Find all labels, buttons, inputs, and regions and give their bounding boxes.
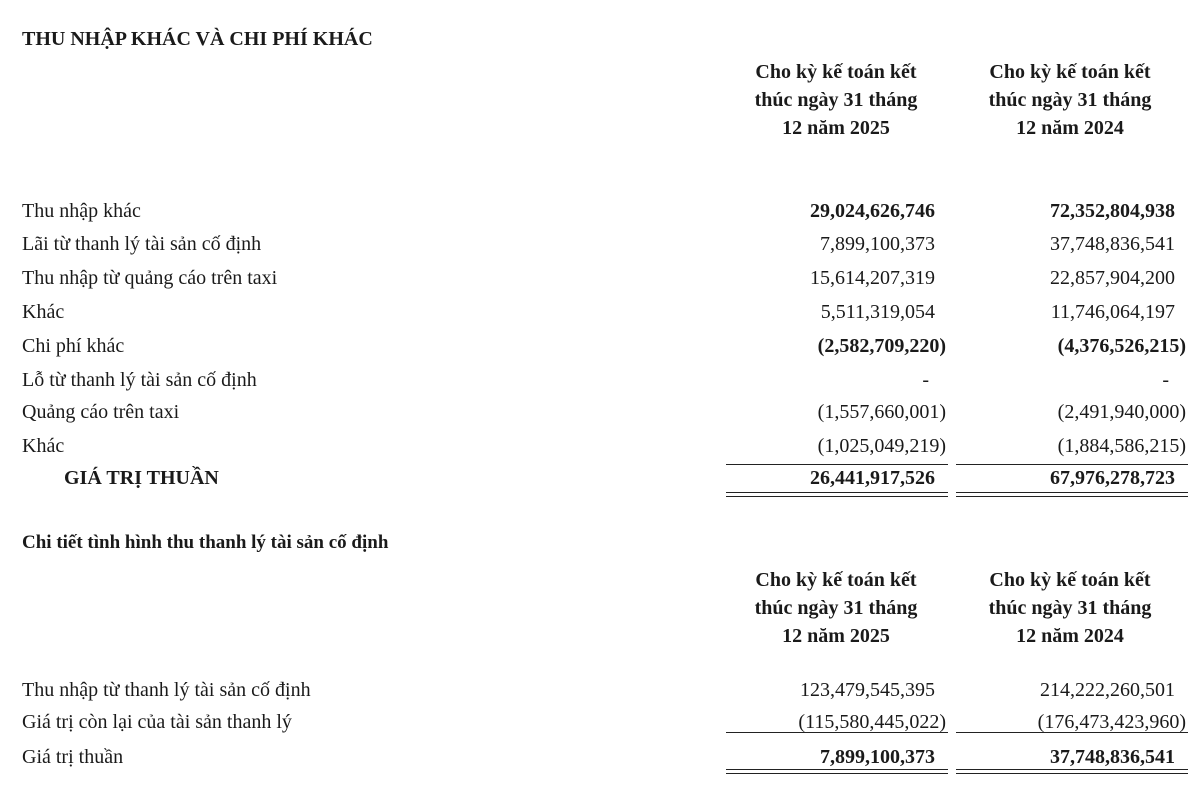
value-2025: 15,614,207,319 xyxy=(810,267,935,289)
header-line: thúc ngày 31 tháng xyxy=(988,597,1152,619)
column-header-2025: Cho kỳ kế toán kết thúc ngày 31 tháng 12… xyxy=(716,58,956,142)
header-line: thúc ngày 31 tháng xyxy=(988,89,1152,111)
total-double-rule xyxy=(726,769,948,774)
value-2024: 72,352,804,938 xyxy=(1050,200,1175,222)
header-line: Cho kỳ kế toán kết xyxy=(755,61,917,83)
value-2025: (1,025,049,219) xyxy=(817,435,946,457)
column-header-2024: Cho kỳ kế toán kết thúc ngày 31 tháng 12… xyxy=(950,58,1190,142)
header-line: Cho kỳ kế toán kết xyxy=(989,569,1151,591)
total-label: GIÁ TRỊ THUẦN xyxy=(64,467,219,489)
total-double-rule xyxy=(956,769,1188,774)
row-label: Lỗ từ thanh lý tài sản cố định xyxy=(22,369,257,391)
header-line: 12 năm 2025 xyxy=(782,117,890,139)
value-2024: (1,884,586,215) xyxy=(1057,435,1186,457)
row-label: Chi phí khác xyxy=(22,335,125,357)
column-header-2024: Cho kỳ kế toán kết thúc ngày 31 tháng 12… xyxy=(950,566,1190,650)
row-label: Khác xyxy=(22,435,65,457)
value-2024: (2,491,940,000) xyxy=(1057,401,1186,423)
value-2025: (115,580,445,022) xyxy=(798,711,946,733)
header-line: Cho kỳ kế toán kết xyxy=(755,569,917,591)
value-2024: 11,746,064,197 xyxy=(1050,301,1175,323)
subtotal-rule xyxy=(956,464,1188,465)
total-value-2025: 7,899,100,373 xyxy=(820,746,935,768)
value-2025: (1,557,660,001) xyxy=(817,401,946,423)
row-label: Thu nhập khác xyxy=(22,200,141,222)
subtotal-rule xyxy=(726,732,948,733)
value-2025: 29,024,626,746 xyxy=(810,200,935,222)
value-2025: 123,479,545,395 xyxy=(800,679,935,701)
total-double-rule xyxy=(956,492,1188,497)
row-label: Quảng cáo trên taxi xyxy=(22,401,180,423)
value-2025: 5,511,319,054 xyxy=(820,301,935,323)
total-value-2025: 26,441,917,526 xyxy=(810,467,935,489)
header-line: thúc ngày 31 tháng xyxy=(754,89,918,111)
value-2025: 7,899,100,373 xyxy=(820,233,935,255)
section-title-other-income: THU NHẬP KHÁC VÀ CHI PHÍ KHÁC xyxy=(22,28,373,50)
row-label: Giá trị còn lại của tài sản thanh lý xyxy=(22,711,292,733)
header-line: thúc ngày 31 tháng xyxy=(754,597,918,619)
value-2024: - xyxy=(1162,369,1169,391)
section-title-asset-disposal: Chi tiết tình hình thu thanh lý tài sản … xyxy=(22,532,389,553)
value-2024: (176,473,423,960) xyxy=(1037,711,1186,733)
total-value-2024: 37,748,836,541 xyxy=(1050,746,1175,768)
value-2025: (2,582,709,220) xyxy=(817,335,946,357)
value-2024: 37,748,836,541 xyxy=(1050,233,1175,255)
value-2024: 214,222,260,501 xyxy=(1040,679,1175,701)
total-double-rule xyxy=(726,492,948,497)
subtotal-rule xyxy=(956,732,1188,733)
header-line: Cho kỳ kế toán kết xyxy=(989,61,1151,83)
subtotal-rule xyxy=(726,464,948,465)
row-label: Thu nhập từ thanh lý tài sản cố định xyxy=(22,679,311,701)
row-label: Lãi từ thanh lý tài sản cố định xyxy=(22,233,262,255)
header-line: 12 năm 2025 xyxy=(782,625,890,647)
header-line: 12 năm 2024 xyxy=(1016,117,1124,139)
total-label: Giá trị thuần xyxy=(22,746,124,768)
value-2024: (4,376,526,215) xyxy=(1057,335,1186,357)
header-line: 12 năm 2024 xyxy=(1016,625,1124,647)
column-header-2025: Cho kỳ kế toán kết thúc ngày 31 tháng 12… xyxy=(716,566,956,650)
row-label: Thu nhập từ quảng cáo trên taxi xyxy=(22,267,278,289)
value-2025: - xyxy=(922,369,929,391)
value-2024: 22,857,904,200 xyxy=(1050,267,1175,289)
total-value-2024: 67,976,278,723 xyxy=(1050,467,1175,489)
row-label: Khác xyxy=(22,301,65,323)
